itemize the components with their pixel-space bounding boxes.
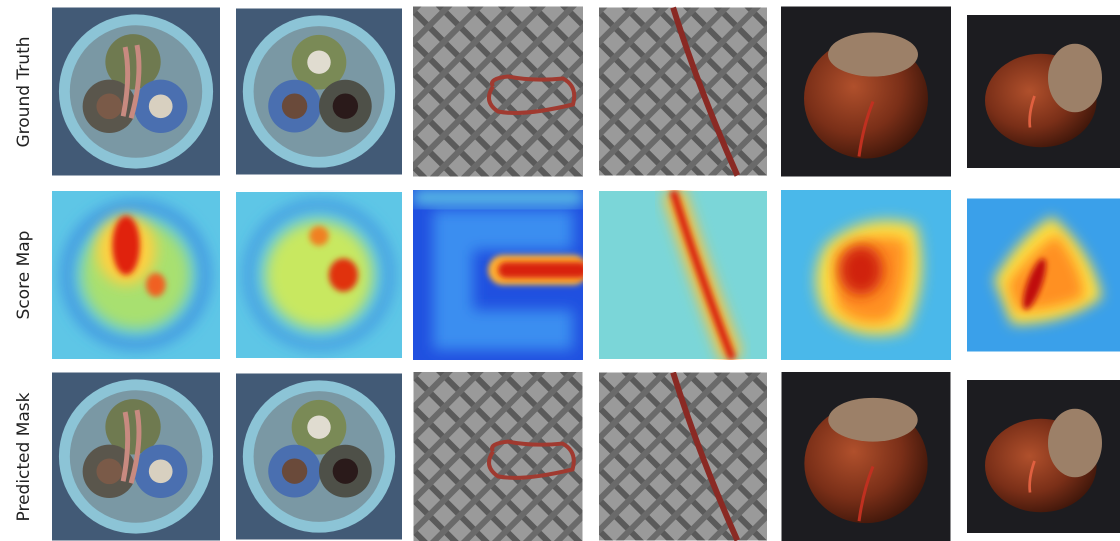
image <box>52 8 220 176</box>
score-map <box>967 199 1120 352</box>
image <box>599 373 767 541</box>
image <box>782 372 951 541</box>
score-map <box>52 191 220 359</box>
image <box>236 374 402 540</box>
image <box>236 9 402 175</box>
row-label: Predicted Mask <box>14 392 34 521</box>
image <box>599 8 767 176</box>
page: Ground Truth Score Map Predicted Mask ((… <box>0 0 1120 541</box>
row-label: Score Map <box>14 231 34 320</box>
image <box>414 372 583 541</box>
image <box>781 7 951 177</box>
score-map <box>599 191 767 359</box>
row-label: Ground Truth <box>14 36 34 147</box>
score-map <box>413 190 588 360</box>
figure: Ground Truth Score Map Predicted Mask <box>0 0 1120 541</box>
score-map <box>236 192 402 358</box>
image <box>413 7 583 177</box>
image-grid <box>52 7 1120 541</box>
image <box>967 15 1120 168</box>
image <box>52 373 220 541</box>
image <box>967 380 1120 533</box>
score-map <box>781 190 951 360</box>
